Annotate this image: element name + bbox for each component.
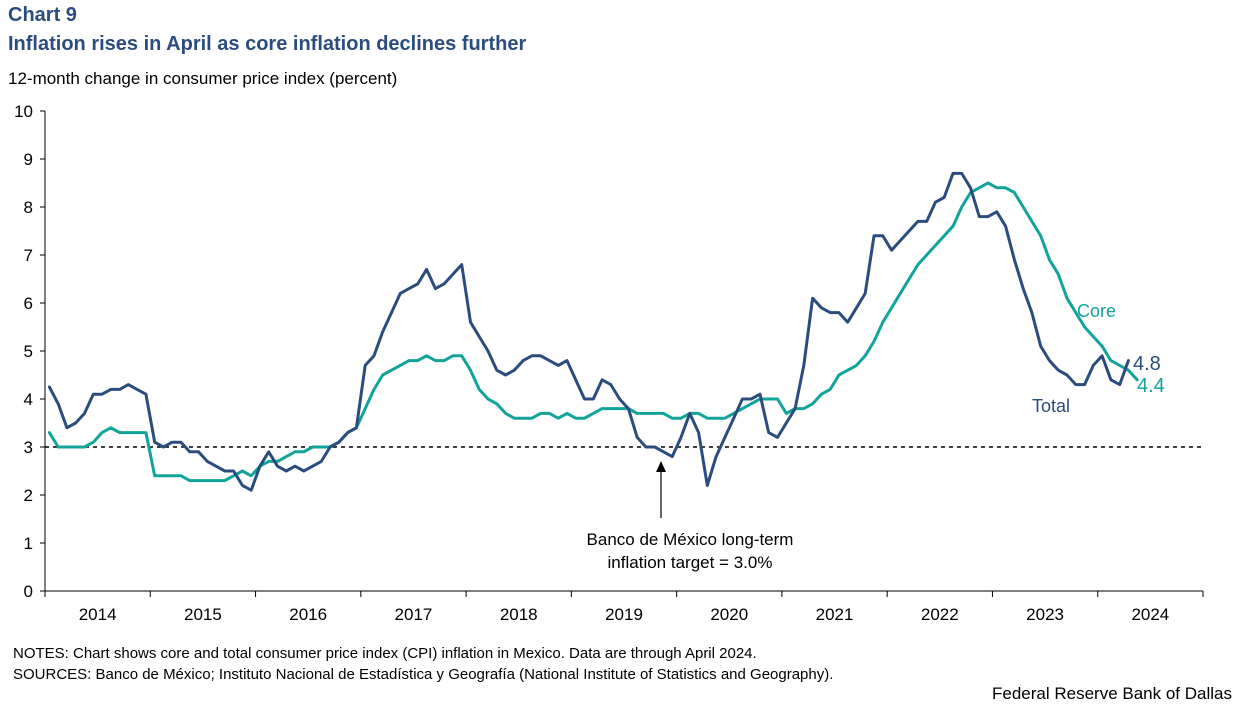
x-tick-label: 2023 (1026, 605, 1064, 624)
notes-line: NOTES: Chart shows core and total consum… (13, 645, 757, 662)
y-tick-label: 10 (14, 102, 33, 121)
x-tick-label: 2014 (79, 605, 117, 624)
y-tick-label: 3 (24, 438, 33, 457)
core-series-label: Core (1077, 301, 1116, 321)
chart-notes: NOTES: Chart shows core and total consum… (13, 643, 833, 685)
credit-line: Federal Reserve Bank of Dallas (991, 684, 1232, 703)
y-tick-label: 4 (24, 390, 33, 409)
annotation-text-line: inflation target = 3.0% (608, 553, 773, 572)
x-tick-label: 2022 (921, 605, 959, 624)
total-series-line (47, 171, 1130, 492)
sources-line: SOURCES: Banco de México; Instituto Naci… (13, 666, 834, 683)
core-end-value-label: 4.4 (1137, 375, 1165, 397)
y-tick-label: 9 (24, 150, 33, 169)
annotation-arrow-head (656, 461, 666, 472)
chart-number: Chart 9 (8, 4, 77, 26)
x-tick-label: 2019 (605, 605, 643, 624)
y-tick-label: 1 (24, 534, 33, 553)
x-tick-label: 2024 (1131, 605, 1169, 624)
y-tick-label: 6 (24, 294, 33, 313)
x-tick-label: 2017 (395, 605, 433, 624)
core-series-line (47, 181, 1139, 483)
y-tick-label: 7 (24, 246, 33, 265)
total-end-value-label: 4.8 (1133, 353, 1161, 375)
y-tick-label: 5 (24, 342, 33, 361)
total-series-label: Total (1032, 396, 1070, 416)
x-tick-label: 2020 (710, 605, 748, 624)
y-axis-label: 12-month change in consumer price index … (8, 69, 398, 88)
annotation-text-line: Banco de México long-term (587, 530, 794, 549)
y-tick-label: 2 (24, 486, 33, 505)
x-tick-label: 2021 (816, 605, 854, 624)
x-tick-label: 2016 (289, 605, 327, 624)
chart-title: Inflation rises in April as core inflati… (8, 33, 527, 55)
x-tick-label: 2018 (500, 605, 538, 624)
y-tick-label: 8 (24, 198, 33, 217)
x-tick-label: 2015 (184, 605, 222, 624)
y-tick-label: 0 (24, 582, 33, 601)
